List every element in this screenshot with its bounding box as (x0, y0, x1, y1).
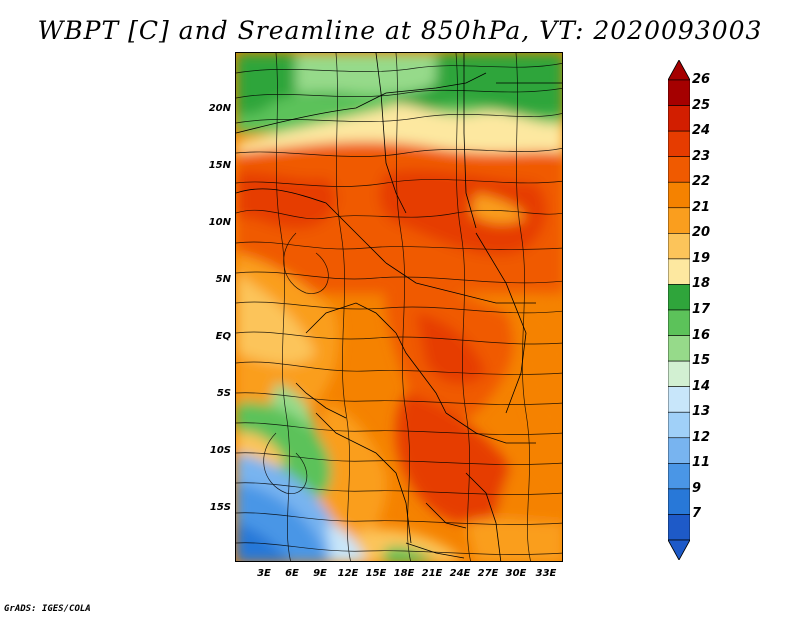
colorbar-swatch (668, 181, 690, 209)
colorbar-swatch (668, 386, 690, 413)
colorbar-label: 20 (692, 225, 711, 241)
map-plot (235, 52, 563, 562)
colorbar-swatch (668, 233, 690, 260)
colorbar-label: 18 (692, 276, 711, 292)
lon-label-27e: 27E (477, 568, 499, 579)
colorbar-label: 15 (692, 353, 711, 369)
lon-label-6e: 6E (285, 568, 299, 579)
colorbar-label: 12 (692, 429, 711, 445)
lon-label-33e: 33E (535, 568, 557, 579)
lat-label-5n: 5N (215, 274, 231, 285)
lat-label-eq: EQ (215, 331, 231, 342)
colorbar-swatch (668, 309, 690, 336)
colorbar-label: 26 (692, 72, 711, 87)
colorbar-label: 9 (692, 480, 702, 496)
colorbar-label: 24 (692, 123, 711, 139)
lon-label-15e: 15E (365, 568, 387, 579)
lon-label-24e: 24E (449, 568, 471, 579)
lon-label-9e: 9E (313, 568, 327, 579)
credit-text: GrADS: IGES/COLA (4, 604, 91, 614)
lat-label-10n: 10N (208, 217, 231, 228)
colorbar-swatch (668, 258, 690, 285)
lon-label-18e: 18E (393, 568, 415, 579)
lat-label-10s: 10S (209, 445, 231, 456)
lat-label-15n: 15N (208, 160, 231, 171)
lon-label-21e: 21E (421, 568, 443, 579)
lat-label-20n: 20N (208, 103, 231, 114)
lon-label-30e: 30E (505, 568, 527, 579)
colorbar-label: 17 (692, 302, 711, 317)
colorbar-swatch (668, 411, 690, 439)
colorbar-top-arrow (668, 60, 690, 81)
colorbar-swatch (668, 130, 690, 157)
colorbar-label: 16 (692, 327, 711, 343)
colorbar-swatch (668, 463, 690, 490)
colorbar-label: 25 (692, 97, 711, 113)
colorbar-label: 22 (692, 174, 711, 190)
colorbar-swatch (668, 207, 690, 234)
colorbar-bottom-arrow (668, 539, 690, 560)
colorbar-swatch (668, 488, 690, 515)
country-borders (236, 53, 562, 561)
lat-label-5s: 5S (216, 388, 231, 399)
colorbar-label: 7 (692, 506, 702, 522)
colorbar-label: 14 (692, 378, 711, 394)
colorbar-label: 11 (692, 455, 711, 471)
lat-label-15s: 15S (209, 502, 231, 513)
colorbar-swatch (668, 156, 690, 183)
colorbar-label: 21 (692, 199, 711, 215)
colorbar-label: 13 (692, 404, 711, 420)
lon-label-3e: 3E (257, 568, 271, 579)
colorbar-swatch (668, 360, 690, 387)
colorbar-swatch (668, 335, 690, 362)
colorbar-swatch (668, 437, 690, 464)
colorbar (668, 60, 690, 560)
colorbar-label: 23 (692, 148, 711, 164)
colorbar-label: 19 (692, 250, 711, 266)
lon-label-12e: 12E (337, 568, 359, 579)
colorbar-swatch (668, 284, 690, 311)
colorbar-swatch (668, 514, 690, 541)
wbpt-field (236, 53, 562, 561)
colorbar-swatch (668, 105, 690, 132)
colorbar-swatch (668, 79, 690, 106)
streamlines (236, 53, 562, 561)
map-title: WBPT [C] and Sreamline at 850hPa, VT: 20… (37, 16, 763, 45)
